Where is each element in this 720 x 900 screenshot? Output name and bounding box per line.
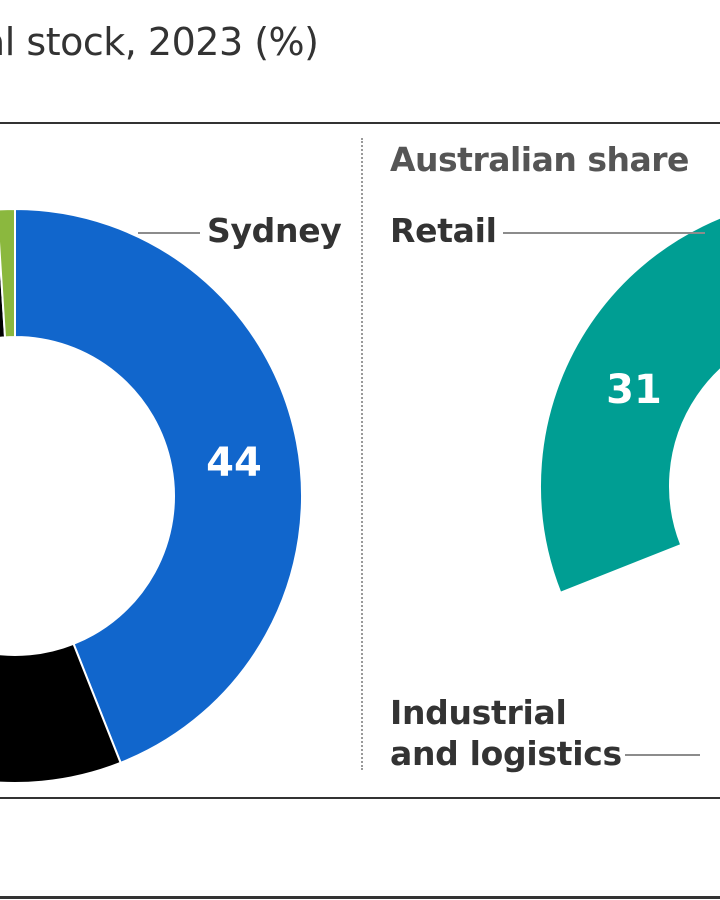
sydney-label: Sydney	[207, 211, 342, 250]
industrial-logistics-label: Industrial and logistics	[390, 692, 622, 774]
top-rule	[0, 122, 720, 124]
sydney-value-label: 44	[206, 440, 262, 486]
footer-rule	[0, 896, 720, 899]
left-donut-chart	[0, 207, 303, 784]
donut-slice-3	[0, 207, 16, 339]
chart-title: al stock, 2023 (%)	[0, 20, 319, 64]
retail-label: Retail	[390, 211, 497, 250]
donut-slice-1	[0, 642, 122, 784]
donut-slice-0	[539, 216, 720, 595]
retail-value-label: 31	[606, 367, 662, 413]
bottom-rule	[0, 797, 720, 799]
industrial-label-line2: and logistics	[390, 734, 622, 773]
donut-slice-0	[14, 207, 303, 765]
australian-share-title: Australian share	[390, 140, 689, 179]
industrial-label-line1: Industrial	[390, 693, 567, 732]
panel-divider	[361, 138, 363, 770]
right-donut-chart	[539, 216, 720, 595]
